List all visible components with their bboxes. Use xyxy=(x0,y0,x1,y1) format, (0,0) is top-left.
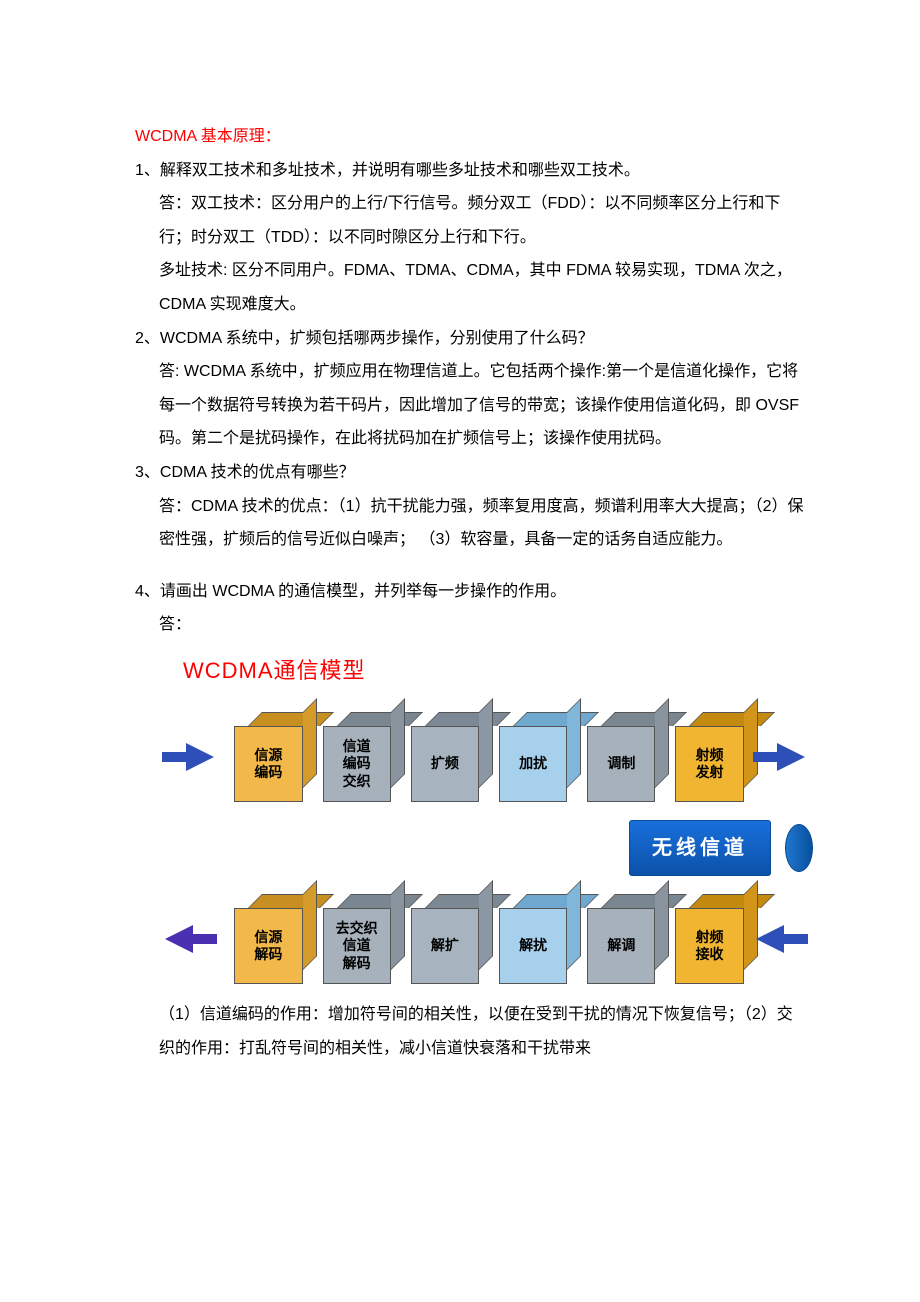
rx-cube-1-label: 去交织 信道 解码 xyxy=(323,908,391,984)
arrow-left-icon xyxy=(756,925,784,953)
tx-cube-3-label: 加扰 xyxy=(499,726,567,802)
arrow-in-left xyxy=(756,925,805,953)
rx-cube-3-label: 解扰 xyxy=(499,908,567,984)
rx-cube-3: 解扰 xyxy=(499,908,567,984)
diagram-top-row: 信源 编码信道 编码 交织扩频加扰调制射频 发射 xyxy=(165,712,805,802)
arrow-right-icon xyxy=(186,743,214,771)
rx-cube-0: 信源 解码 xyxy=(234,908,302,984)
question-4: 4、请画出 WCDMA 的通信模型，并列举每一步操作的作用。 答： WCDMA通… xyxy=(135,575,805,1066)
rx-cube-4-label: 解调 xyxy=(587,908,655,984)
q1-answer-2: 多址技术: 区分不同用户。FDMA、TDMA、CDMA，其中 FDMA 较易实现… xyxy=(135,254,805,321)
section-title: WCDMA 基本原理： xyxy=(135,120,805,154)
tx-cube-3: 加扰 xyxy=(499,726,567,802)
rx-cube-5-label: 射频 接收 xyxy=(675,908,743,984)
arrow-out-left xyxy=(165,925,214,953)
tx-cube-1-label: 信道 编码 交织 xyxy=(323,726,391,802)
q2-text: 2、WCDMA 系统中，扩频包括哪两步操作，分别使用了什么码？ xyxy=(135,322,805,356)
q3-text: 3、CDMA 技术的优点有哪些？ xyxy=(135,456,805,490)
tx-cube-2: 扩频 xyxy=(411,726,479,802)
q3-answer: 答：CDMA 技术的优点：（1）抗干扰能力强，频率复用度高，频谱利用率大大提高；… xyxy=(135,490,805,557)
tx-cube-1: 信道 编码 交织 xyxy=(323,726,391,802)
q4-text: 4、请画出 WCDMA 的通信模型，并列举每一步操作的作用。 xyxy=(135,575,805,609)
wcdma-diagram: WCDMA通信模型 信源 编码信道 编码 交织扩频加扰调制射频 发射 无线信道 xyxy=(135,648,805,984)
tx-cube-4: 调制 xyxy=(587,726,655,802)
rx-cube-4: 解调 xyxy=(587,908,655,984)
rx-cube-1: 去交织 信道 解码 xyxy=(323,908,391,984)
tx-cube-0: 信源 编码 xyxy=(234,726,302,802)
diagram-bottom-row: 信源 解码去交织 信道 解码解扩解扰解调射频 接收 xyxy=(165,894,805,984)
tx-cube-0-label: 信源 编码 xyxy=(234,726,302,802)
question-2: 2、WCDMA 系统中，扩频包括哪两步操作，分别使用了什么码？ 答: WCDMA… xyxy=(135,322,805,456)
rx-cube-5: 射频 接收 xyxy=(675,908,743,984)
arrow-out-right xyxy=(756,743,805,771)
q1-answer-1: 答：双工技术：区分用户的上行/下行信号。频分双工（FDD）：以不同频率区分上行和… xyxy=(135,187,805,254)
arrow-right-icon xyxy=(777,743,805,771)
q4-after-text: （1）信道编码的作用：增加符号间的相关性，以便在受到干扰的情况下恢复信号；（2）… xyxy=(135,998,805,1065)
arrow-in-right xyxy=(165,743,214,771)
rx-cube-0-label: 信源 解码 xyxy=(234,908,302,984)
q4-answer-label: 答： xyxy=(135,608,805,642)
arrow-left-icon xyxy=(165,925,193,953)
question-1: 1、解释双工技术和多址技术，并说明有哪些多址技术和哪些双工技术。 答：双工技术：… xyxy=(135,154,805,322)
diagram-title: WCDMA通信模型 xyxy=(183,648,805,694)
tx-cube-4-label: 调制 xyxy=(587,726,655,802)
q1-text: 1、解释双工技术和多址技术，并说明有哪些多址技术和哪些双工技术。 xyxy=(135,154,805,188)
channel-label: 无线信道 xyxy=(629,820,771,876)
q2-answer: 答: WCDMA 系统中，扩频应用在物理信道上。它包括两个操作:第一个是信道化操… xyxy=(135,355,805,456)
tx-cube-5-label: 射频 发射 xyxy=(675,726,743,802)
rx-cube-2-label: 解扩 xyxy=(411,908,479,984)
tx-cube-2-label: 扩频 xyxy=(411,726,479,802)
rx-cube-2: 解扩 xyxy=(411,908,479,984)
wireless-channel-badge: 无线信道 xyxy=(605,820,795,876)
channel-cylinder-icon xyxy=(785,824,813,872)
document-page: WCDMA 基本原理： 1、解释双工技术和多址技术，并说明有哪些多址技术和哪些双… xyxy=(0,0,920,1125)
question-3: 3、CDMA 技术的优点有哪些？ 答：CDMA 技术的优点：（1）抗干扰能力强，… xyxy=(135,456,805,557)
tx-cube-5: 射频 发射 xyxy=(675,726,743,802)
